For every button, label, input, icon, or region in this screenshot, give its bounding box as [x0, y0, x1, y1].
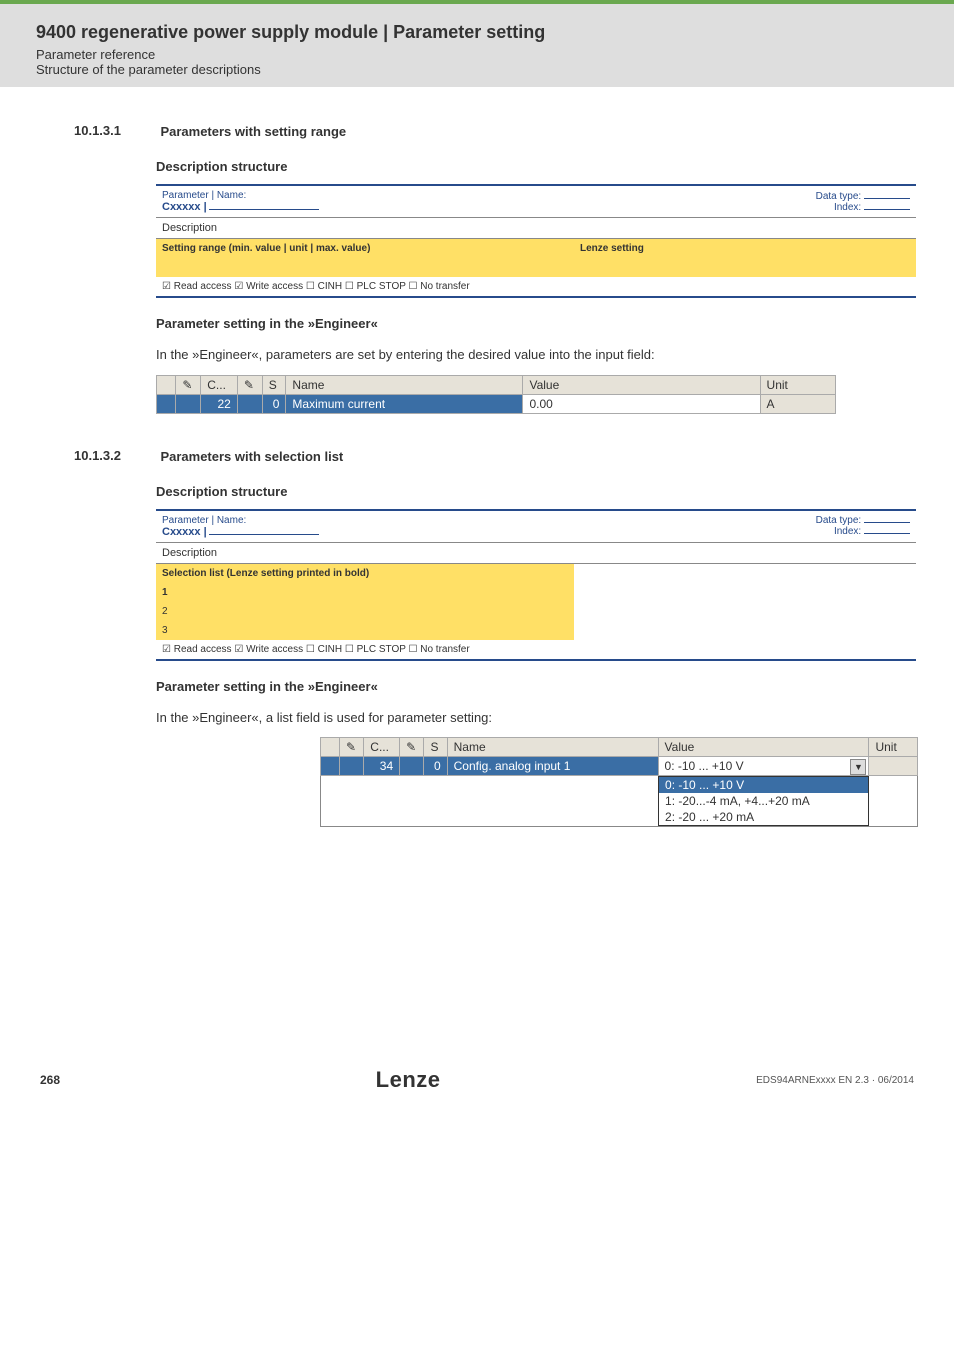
eng1-col-slash: ✎ [237, 375, 262, 394]
eng2-row-s: 0 [424, 757, 447, 776]
page-number: 268 [40, 1073, 60, 1087]
eng2-row-slash [400, 757, 424, 776]
description-row: Description [156, 218, 916, 239]
param-name-label-2: Parameter | Name: [162, 515, 246, 526]
eng1-row-flag[interactable] [157, 394, 176, 413]
eng1-row-s: 0 [262, 394, 286, 413]
section-2: 10.1.3.2 Parameters with selection list [74, 448, 880, 466]
dropdown-option-0[interactable]: 0: -10 ... +10 V [659, 777, 868, 793]
eng1-input-value[interactable]: 0.00 [529, 397, 552, 411]
dropdown-option-2[interactable]: 2: -20 ... +20 mA [659, 809, 868, 825]
sec2-paramset-heading: Parameter setting in the »Engineer« [156, 679, 880, 694]
eng2-row-c: 34 [364, 757, 400, 776]
eng1-col-icon: ✎ [176, 375, 201, 394]
datatype-labels-2: Data type: Index: [580, 515, 910, 537]
page-header: 9400 regenerative power supply module | … [0, 0, 954, 87]
eng1-col-flag [157, 375, 176, 394]
eng1-col-name: Name [286, 375, 523, 394]
datatype-labels: Data type: Index: [580, 191, 910, 213]
eng1-row-c: 22 [201, 394, 238, 413]
eng1-col-s: S [262, 375, 286, 394]
dropdown-option-1[interactable]: 1: -20...-4 mA, +4...+20 mA [659, 793, 868, 809]
eng1-row-unit: A [760, 394, 835, 413]
header-sub2: Structure of the parameter descriptions [36, 62, 954, 77]
eng1-row-icon [176, 394, 201, 413]
doc-id: EDS94ARNExxxx EN 2.3 · 06/2014 [756, 1075, 914, 1086]
desc-table-2: Parameter | Name: Cxxxxx | Data type: In… [156, 509, 916, 661]
sel-row-1: 1 [156, 583, 293, 602]
eng2-row-name: Config. analog input 1 [447, 757, 658, 776]
eng2-col-name: Name [447, 738, 658, 757]
sec1-num: 10.1.3.1 [74, 123, 156, 138]
desc-table-1: Parameter | Name: Cxxxxx | Data type: In… [156, 184, 916, 298]
eng1-row-value-cell[interactable]: 0.00 [523, 394, 760, 413]
eng1-row-slash [237, 394, 262, 413]
lenze-setting-header: Lenze setting [574, 239, 916, 259]
param-blank-2 [209, 534, 319, 535]
sec2-title: Parameters with selection list [160, 449, 343, 464]
eng2-dropdown-list[interactable]: 0: -10 ... +10 V 1: -20...-4 mA, +4...+2… [658, 776, 869, 826]
content: 10.1.3.1 Parameters with setting range D… [0, 87, 954, 827]
eng1-col-c: C... [201, 375, 238, 394]
param-code: Cxxxxx | [162, 201, 207, 213]
sel-row-2: 2 [156, 602, 293, 621]
header-sub1: Parameter reference [36, 47, 954, 62]
sec2-desc-heading: Description structure [156, 484, 880, 499]
sec1-body: In the »Engineer«, parameters are set by… [156, 345, 880, 365]
eng2-col-value: Value [658, 738, 869, 757]
eng1-col-value: Value [523, 375, 760, 394]
lenze-logo: Lenze [376, 1067, 441, 1093]
eng2-col-unit: Unit [869, 738, 918, 757]
eng2-col-c: C... [364, 738, 400, 757]
access-row: ☑ Read access ☑ Write access ☐ CINH ☐ PL… [156, 277, 916, 297]
eng2-row-unit [869, 757, 918, 776]
eng1-col-unit: Unit [760, 375, 835, 394]
eng2-col-s: S [424, 738, 447, 757]
eng2-dropdown-value: 0: -10 ... +10 V [665, 759, 744, 773]
chevron-down-icon[interactable]: ▼ [850, 759, 866, 775]
eng2-row-icon [339, 757, 363, 776]
engineer-table-1: ✎ C... ✎ S Name Value Unit 22 0 Maximum … [156, 375, 836, 414]
sec2-num: 10.1.3.2 [74, 448, 156, 463]
param-name-label: Parameter | Name: [162, 190, 246, 201]
eng1-row-name: Maximum current [286, 394, 523, 413]
param-code-2: Cxxxxx | [162, 526, 207, 538]
section-1: 10.1.3.1 Parameters with setting range [74, 123, 880, 141]
selection-list-header: Selection list (Lenze setting printed in… [156, 563, 574, 583]
sel-row-3: 3 [156, 621, 293, 640]
eng2-col-slash: ✎ [400, 738, 424, 757]
setting-range-header: Setting range (min. value | unit | max. … [156, 239, 574, 259]
page-title: 9400 regenerative power supply module | … [36, 22, 954, 43]
description-row-2: Description [156, 542, 916, 563]
eng2-dropdown-cell[interactable]: 0: -10 ... +10 V ▼ [658, 757, 869, 776]
eng2-col-icon: ✎ [339, 738, 363, 757]
param-blank [209, 209, 319, 210]
sec2-body: In the »Engineer«, a list field is used … [156, 708, 880, 728]
engineer-table-2-wrap: ✎ C... ✎ S Name Value Unit 34 0 Config. … [238, 737, 880, 827]
page-footer: 268 Lenze EDS94ARNExxxx EN 2.3 · 06/2014 [0, 1067, 954, 1113]
eng2-col-flag [321, 738, 340, 757]
engineer-table-2: ✎ C... ✎ S Name Value Unit 34 0 Config. … [320, 737, 918, 827]
access-row-2: ☑ Read access ☑ Write access ☐ CINH ☐ PL… [156, 640, 916, 660]
eng2-row-flag[interactable] [321, 757, 340, 776]
sec1-paramset-heading: Parameter setting in the »Engineer« [156, 316, 880, 331]
sec1-desc-heading: Description structure [156, 159, 880, 174]
sec1-title: Parameters with setting range [160, 124, 346, 139]
